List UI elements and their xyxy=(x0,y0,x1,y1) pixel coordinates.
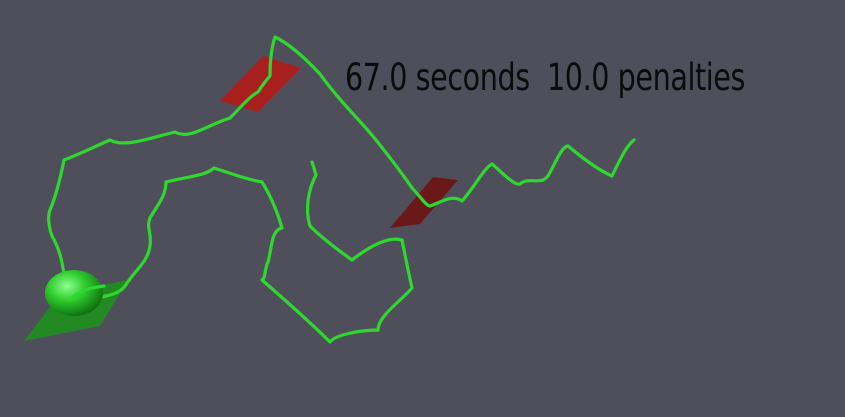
hud-status: 67.0 seconds 10.0 penalties xyxy=(345,56,745,100)
marble-track-overlay xyxy=(68,284,106,302)
gate-near xyxy=(220,56,301,112)
time-value: 67.0 xyxy=(345,56,408,99)
time-unit: seconds xyxy=(415,56,530,99)
track-line-upper xyxy=(47,35,636,302)
penalty-unit: penalties xyxy=(617,56,746,99)
penalty-value: 10.0 xyxy=(547,56,610,99)
marble[interactable] xyxy=(45,270,103,316)
track-line xyxy=(68,160,414,344)
